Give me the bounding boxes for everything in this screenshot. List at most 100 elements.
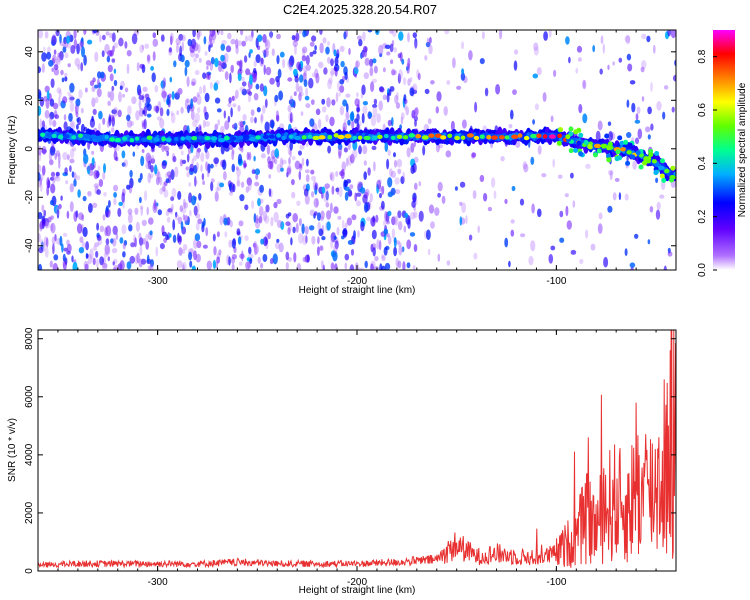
noise-speck — [191, 81, 196, 87]
noise-speck — [437, 181, 443, 192]
noise-speck — [225, 45, 232, 53]
noise-speck — [245, 186, 250, 193]
noise-speck — [241, 76, 245, 82]
noise-speck — [78, 212, 84, 221]
noise-speck — [111, 58, 116, 63]
noise-speck — [102, 214, 106, 221]
noise-speck — [207, 40, 213, 46]
noise-speck — [65, 180, 69, 185]
noise-speck — [59, 50, 64, 61]
noise-speck — [315, 198, 319, 207]
noise-speck — [73, 172, 77, 180]
noise-speck — [393, 159, 398, 168]
noise-speck — [393, 47, 398, 53]
noise-speck — [96, 189, 101, 195]
noise-speck — [189, 44, 195, 53]
noise-speck — [99, 256, 104, 266]
noise-speck — [204, 111, 209, 121]
noise-speck — [46, 90, 50, 101]
noise-speck — [339, 79, 345, 85]
noise-speck — [504, 237, 509, 248]
colorbar-ticks: 0.0 0.2 0.4 0.6 0.8 — [697, 49, 717, 277]
noise-speck — [80, 123, 85, 135]
noise-speck — [401, 58, 405, 65]
noise-speck — [254, 181, 260, 187]
noise-speck — [260, 114, 263, 124]
noise-speck — [265, 204, 270, 213]
x-tick-label: -100 — [546, 276, 566, 287]
noise-speck — [41, 63, 45, 73]
noise-speck — [459, 181, 466, 188]
noise-speck — [392, 215, 397, 226]
noise-speck — [105, 238, 110, 245]
noise-speck — [634, 119, 641, 124]
noise-speck — [477, 225, 481, 234]
ridge-core — [281, 135, 287, 141]
noise-speck — [667, 30, 672, 37]
ridge-core — [642, 160, 648, 166]
noise-speck — [409, 87, 415, 97]
noise-speck — [175, 211, 178, 218]
noise-speck — [299, 74, 304, 83]
noise-speck — [94, 84, 99, 89]
noise-speck — [243, 55, 248, 63]
noise-speck — [340, 168, 345, 180]
noise-speck — [659, 194, 665, 199]
noise-speck — [121, 162, 126, 167]
noise-speck — [72, 261, 78, 270]
noise-speck — [166, 150, 170, 157]
noise-speck — [311, 235, 316, 245]
ridge-core — [238, 135, 244, 140]
ridge-core — [40, 132, 46, 137]
noise-speck — [202, 84, 206, 94]
noise-speck — [381, 200, 385, 210]
noise-speck — [398, 69, 403, 80]
noise-speck — [82, 226, 88, 238]
noise-speck — [93, 169, 99, 180]
noise-speck — [317, 236, 320, 245]
ridge-core — [630, 154, 636, 160]
noise-speck — [371, 145, 377, 151]
noise-speck — [282, 58, 286, 69]
noise-speck — [344, 191, 349, 201]
noise-speck — [514, 49, 519, 55]
noise-speck — [195, 253, 201, 263]
noise-speck — [145, 161, 151, 170]
noise-speck — [69, 165, 72, 173]
noise-speck — [387, 191, 393, 198]
noise-speck — [626, 132, 632, 138]
noise-speck — [317, 212, 321, 221]
noise-speck — [315, 108, 321, 116]
noise-speck — [194, 112, 200, 123]
noise-speck — [310, 175, 317, 182]
noise-speck — [200, 152, 205, 163]
noise-speck — [361, 113, 365, 124]
noise-speck — [337, 146, 343, 157]
noise-speck — [533, 42, 539, 51]
ridge-core — [587, 143, 593, 149]
noise-speck — [280, 167, 284, 172]
noise-speck — [582, 79, 586, 89]
noise-speck — [530, 240, 536, 252]
noise-speck — [42, 165, 46, 174]
noise-speck — [99, 225, 105, 233]
noise-speck — [218, 64, 223, 72]
noise-speck — [387, 210, 392, 217]
noise-speck — [428, 44, 433, 55]
ridge-core — [606, 145, 612, 151]
noise-speck — [672, 74, 676, 82]
ridge-core — [573, 147, 579, 153]
noise-speck — [426, 37, 430, 47]
noise-speck — [461, 119, 467, 129]
noise-speck — [260, 57, 264, 65]
noise-speck — [179, 159, 183, 167]
noise-speck — [229, 220, 233, 228]
noise-speck — [232, 149, 235, 155]
noise-speck — [359, 187, 366, 194]
noise-speck — [602, 43, 605, 54]
noise-speck — [262, 254, 268, 262]
noise-speck — [197, 107, 201, 113]
ridge-core — [498, 135, 505, 140]
noise-speck — [572, 200, 576, 208]
snr-line — [38, 330, 676, 569]
